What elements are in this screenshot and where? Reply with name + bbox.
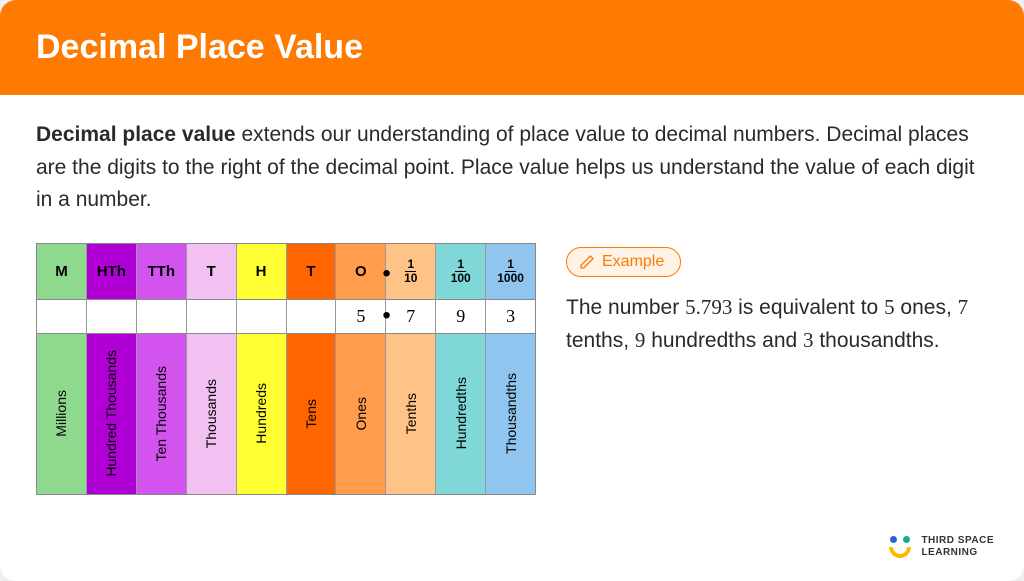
pv-header-cell: HTh xyxy=(87,244,136,300)
pv-header-cell: T xyxy=(187,244,236,300)
pv-column: HTh Hundred Thousands xyxy=(87,244,137,494)
pv-value-cell xyxy=(187,300,236,334)
example-panel: Example The number 5.793 is equivalent t… xyxy=(566,243,988,358)
card-body: Decimal place value extends our understa… xyxy=(0,95,1024,515)
pv-label-cell: Thousandths xyxy=(486,334,535,494)
pv-header-cell: 110 xyxy=(386,244,435,300)
pv-header-cell: TTh xyxy=(137,244,186,300)
pv-value-cell xyxy=(37,300,86,334)
pv-value-cell: 5 xyxy=(336,300,385,334)
pv-label-cell: Hundredths xyxy=(436,334,485,494)
decimal-point-icon: • xyxy=(382,262,390,286)
example-badge-label: Example xyxy=(602,253,664,271)
pv-value-cell xyxy=(137,300,186,334)
pv-header-cell: 1100 xyxy=(436,244,485,300)
page-title: Decimal Place Value xyxy=(36,28,363,66)
pv-header-cell: O xyxy=(336,244,385,300)
pv-column: T Tens xyxy=(287,244,337,494)
pencil-icon xyxy=(579,254,595,270)
pv-value-cell: 3 xyxy=(486,300,535,334)
brand-logo: THIRD SPACE LEARNING xyxy=(887,535,994,559)
logo-mark-icon xyxy=(887,536,913,558)
pv-header-cell: T xyxy=(287,244,336,300)
pv-column: 110003Thousandths xyxy=(486,244,535,494)
intro-bold: Decimal place value xyxy=(36,123,236,146)
pv-label-cell: Ones xyxy=(336,334,385,494)
pv-label-cell: Hundreds xyxy=(237,334,286,494)
logo-text: THIRD SPACE LEARNING xyxy=(921,535,994,559)
pv-column: H Hundreds xyxy=(237,244,287,494)
pv-header-cell: H xyxy=(237,244,286,300)
example-badge: Example xyxy=(566,247,681,277)
content-row: M MillionsHTh Hundred ThousandsTTh Ten Thou… xyxy=(36,243,988,495)
example-text: The number 5.793 is equivalent to 5 ones… xyxy=(566,291,988,358)
pv-value-cell: 7 xyxy=(386,300,435,334)
pv-column: TTh Ten Thousands xyxy=(137,244,187,494)
pv-header-cell: 11000 xyxy=(486,244,535,300)
pv-column: O5Ones xyxy=(336,244,386,494)
lesson-card: Decimal Place Value Decimal place value … xyxy=(0,0,1024,581)
intro-paragraph: Decimal place value extends our understa… xyxy=(36,119,988,217)
pv-label-cell: Millions xyxy=(37,334,86,494)
pv-label-cell: Thousands xyxy=(187,334,236,494)
decimal-point-icon: • xyxy=(382,304,390,328)
card-header: Decimal Place Value xyxy=(0,0,1024,95)
pv-value-cell xyxy=(237,300,286,334)
pv-column: M Millions xyxy=(37,244,87,494)
pv-value-cell xyxy=(287,300,336,334)
pv-value-cell: 9 xyxy=(436,300,485,334)
pv-column: 11009Hundredths xyxy=(436,244,486,494)
pv-value-cell xyxy=(87,300,136,334)
pv-column: T Thousands xyxy=(187,244,237,494)
place-value-table: M MillionsHTh Hundred ThousandsTTh Ten Thou… xyxy=(36,243,536,495)
pv-label-cell: Tenths xyxy=(386,334,435,494)
pv-label-cell: Ten Thousands xyxy=(137,334,186,494)
pv-label-cell: Hundred Thousands xyxy=(87,334,136,494)
pv-label-cell: Tens xyxy=(287,334,336,494)
pv-header-cell: M xyxy=(37,244,86,300)
pv-column: 1107Tenths•• xyxy=(386,244,436,494)
